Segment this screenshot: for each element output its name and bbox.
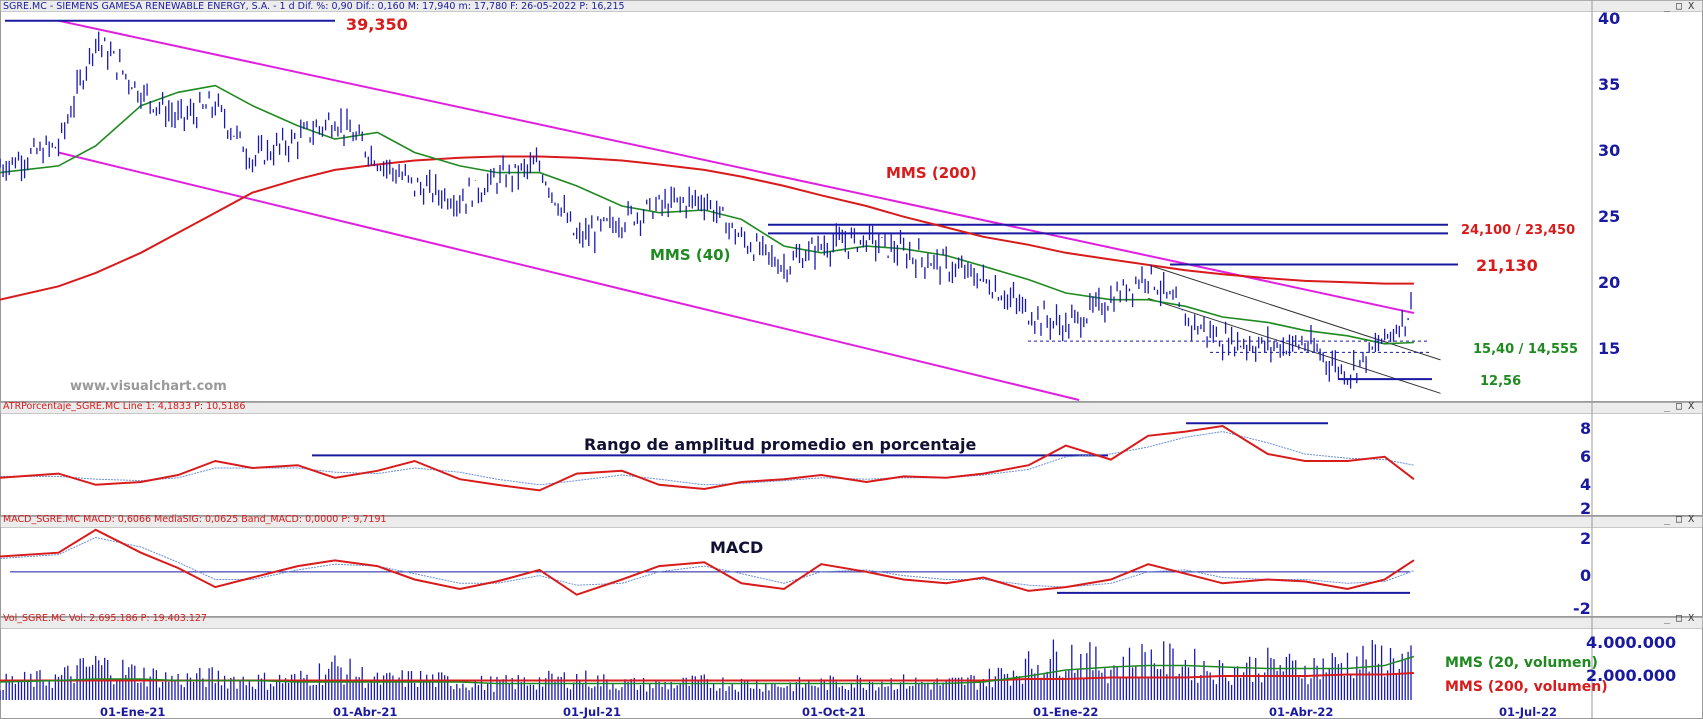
volume-header: Vol_SGRE.MC Vol: 2.695.186 P: 19.403.127: [3, 613, 207, 624]
macd-header: MACD_SGRE.MC MACD: 0,6066 MediaSIG: 0,06…: [3, 514, 387, 525]
x-tick-label: 01-Abr-22: [1269, 705, 1333, 719]
price-tick-label: 40: [1598, 9, 1620, 28]
annotation-mms40: MMS (40): [650, 246, 730, 264]
price-y-axis: 40 35 30 25 20 15: [1598, 9, 1620, 358]
annotation-low: 12,56: [1480, 374, 1521, 389]
macd-tick-label: 2: [1580, 529, 1591, 548]
atr-tick-label: 6: [1580, 447, 1591, 466]
volume-tick-label: 4.000.000: [1586, 633, 1676, 652]
price-window-buttons[interactable]: _ □ X: [1664, 1, 1694, 12]
watermark: www.visualchart.com: [70, 379, 227, 394]
wedge-lower-line: [1147, 297, 1441, 394]
x-axis: 01-Ene-21 01-Abr-21 01-Jul-21 01-Oct-21 …: [100, 705, 1557, 719]
x-tick-label: 01-Jul-22: [1499, 705, 1557, 719]
macd-y-axis: 2 0 -2: [1573, 529, 1591, 618]
price-panel-plot: [0, 19, 1458, 401]
atr-y-axis: 8 6 4 2: [1580, 419, 1591, 518]
x-tick-label: 01-Ene-22: [1033, 705, 1098, 719]
annotation-resistance-band: 24,100 / 23,450: [1461, 223, 1575, 238]
volume-tick-label: 2.000.000: [1586, 666, 1676, 685]
atr-line: [0, 424, 1415, 492]
atr-tick-label: 2: [1580, 499, 1591, 518]
volume-window-buttons[interactable]: _ □ X: [1664, 613, 1694, 624]
macd-panel-plot: [0, 528, 1415, 596]
volume-mms20-line: [0, 655, 1415, 685]
mms40-line: [0, 84, 1414, 345]
x-tick-label: 01-Jul-21: [563, 705, 621, 719]
atr-header: ATRPorcentaje_SGRE.MC Line 1: 4,1833 P: …: [3, 401, 245, 412]
atr-tick-label: 8: [1580, 419, 1591, 438]
price-tick-label: 25: [1598, 207, 1620, 226]
atr-window-buttons[interactable]: _ □ X: [1664, 401, 1694, 412]
atr-panel-plot: [0, 422, 1415, 492]
channel-lower-line: [58, 151, 1080, 401]
mms200-line: [0, 155, 1414, 301]
annotation-support-band: 15,40 / 14,555: [1473, 342, 1578, 357]
atr-tick-label: 4: [1580, 475, 1591, 494]
annotation-resistance: 21,130: [1476, 256, 1538, 275]
atr-signal-line: [0, 431, 1414, 486]
x-tick-label: 01-Oct-21: [802, 705, 866, 719]
macd-signal-line: [0, 536, 1415, 588]
panel-titlebar: [0, 617, 1703, 629]
macd-window-buttons[interactable]: _ □ X: [1664, 514, 1694, 525]
price-tick-label: 30: [1598, 141, 1620, 160]
macd-line: [0, 528, 1415, 596]
panel-titlebar: [0, 402, 1703, 414]
x-tick-label: 01-Abr-21: [333, 705, 397, 719]
annotation-mms200: MMS (200): [886, 164, 977, 182]
annotation-vol-mms20: MMS (20, volumen): [1445, 655, 1598, 671]
annotation-max-level: 39,350: [346, 15, 408, 34]
price-header: SGRE.MC - SIEMENS GAMESA RENEWABLE ENERG…: [3, 1, 625, 12]
volume-y-axis: 4.000.000 2.000.000: [1586, 633, 1676, 685]
volume-panel-plot: [0, 639, 1415, 700]
price-tick-label: 15: [1598, 339, 1620, 358]
price-tick-label: 20: [1598, 273, 1620, 292]
x-tick-label: 01-Ene-21: [100, 705, 165, 719]
price-tick-label: 35: [1598, 75, 1620, 94]
macd-tick-label: -2: [1573, 599, 1591, 618]
annotation-vol-mms200: MMS (200, volumen): [1445, 679, 1608, 695]
macd-tick-label: 0: [1580, 566, 1591, 585]
atr-title: Rango de amplitud promedio en porcentaje: [584, 435, 977, 454]
macd-title: MACD: [710, 538, 763, 557]
